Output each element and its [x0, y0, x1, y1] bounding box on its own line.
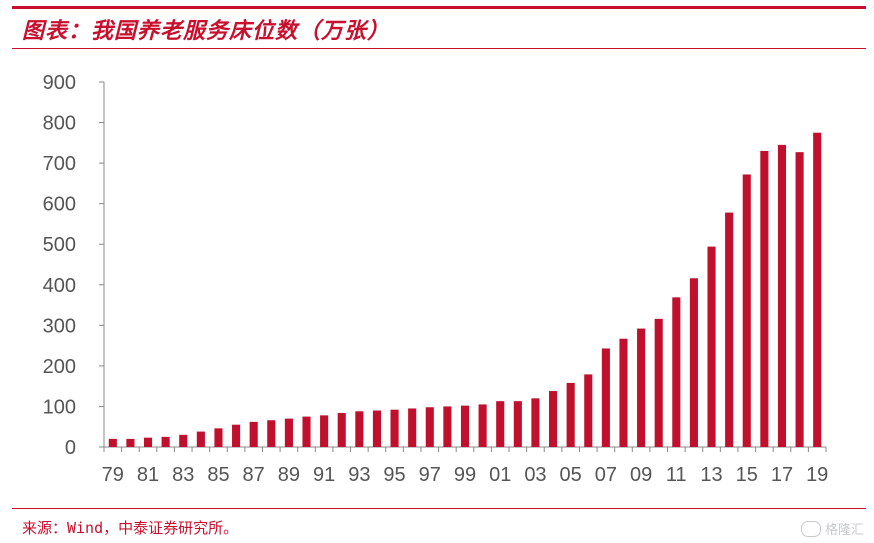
x-tick-label: 83: [172, 464, 194, 486]
bar: [725, 212, 734, 447]
bar: [619, 338, 628, 447]
x-tick-label: 17: [771, 464, 793, 486]
y-tick-label: 800: [43, 113, 76, 135]
bar: [408, 408, 417, 447]
y-tick-label: 900: [43, 72, 76, 94]
x-tick-label: 99: [454, 464, 476, 486]
x-tick-label: 15: [736, 464, 758, 486]
y-tick-label: 400: [43, 275, 76, 297]
x-tick-label: 87: [243, 464, 265, 486]
bar: [672, 297, 681, 447]
bar: [548, 391, 558, 447]
bar-chart: 0 100 200 300 400 500 600 700 800 900 79 81 83 85 87 89…: [43, 72, 829, 486]
x-tick-label: 89: [278, 464, 300, 486]
y-tick-label: 700: [43, 153, 76, 175]
bar: [531, 398, 540, 447]
bar: [126, 438, 135, 447]
bar: [742, 174, 751, 447]
x-tick-label: 05: [560, 464, 582, 486]
x-tick-label: 97: [419, 464, 441, 486]
bar: [249, 421, 258, 447]
y-tick-label: 500: [43, 234, 76, 256]
x-tick-label: 19: [806, 464, 828, 486]
bar: [390, 409, 399, 447]
bar: [284, 418, 293, 447]
x-tick-label: 13: [700, 464, 722, 486]
y-tick-label: 0: [65, 437, 76, 459]
x-tick-label: 81: [137, 464, 159, 486]
bar: [689, 278, 698, 447]
bar: [425, 407, 434, 447]
y-tick-label: 100: [43, 396, 76, 418]
bar: [707, 246, 716, 447]
bar: [179, 434, 188, 447]
title-bottom-rule: [12, 48, 866, 49]
bar: [337, 412, 346, 447]
x-tick-label: 95: [383, 464, 405, 486]
y-tick-label: 200: [43, 356, 76, 378]
bar: [795, 152, 804, 447]
y-tick-label: 600: [43, 194, 76, 216]
source-note: 来源：Wind，中泰证券研究所。: [22, 519, 239, 537]
x-tick-label: 07: [595, 464, 617, 486]
chart-title: 图表：我国养老服务床位数（万张）: [22, 18, 391, 44]
bar: [108, 438, 117, 447]
bar: [143, 437, 153, 447]
bar: [760, 150, 769, 447]
bar: [513, 401, 522, 447]
x-tick-label: 85: [207, 464, 229, 486]
x-tick-label: 09: [630, 464, 652, 486]
bar: [496, 401, 505, 447]
x-tick-label: 01: [489, 464, 511, 486]
bar: [654, 318, 663, 447]
watermark: 格隆汇: [800, 519, 864, 538]
bar: [637, 328, 646, 447]
bar: [355, 411, 364, 447]
x-tick-label: 11: [666, 464, 687, 486]
bar: [478, 404, 487, 447]
x-tick-label: 91: [313, 464, 335, 486]
x-tick-label: 93: [348, 464, 370, 486]
watermark-text: 格隆汇: [824, 523, 864, 538]
x-tick-label: 79: [102, 464, 124, 486]
bar: [584, 374, 593, 447]
x-tick-label: 03: [524, 464, 546, 486]
bar: [777, 144, 787, 447]
title-top-rule: [12, 6, 866, 9]
bar: [566, 382, 575, 447]
bar: [320, 415, 329, 447]
footer-rule: [12, 508, 866, 509]
bar: [460, 405, 470, 447]
y-tick-label: 300: [43, 315, 76, 337]
bar: [443, 406, 452, 447]
gelonghui-logo-icon: [800, 520, 821, 537]
bar: [214, 428, 223, 447]
bar: [302, 416, 311, 447]
bar: [267, 420, 276, 447]
bar: [232, 424, 241, 447]
bar: [813, 132, 822, 447]
bar: [161, 436, 170, 447]
bar: [196, 431, 205, 447]
bar: [372, 410, 382, 447]
bar: [601, 348, 610, 447]
